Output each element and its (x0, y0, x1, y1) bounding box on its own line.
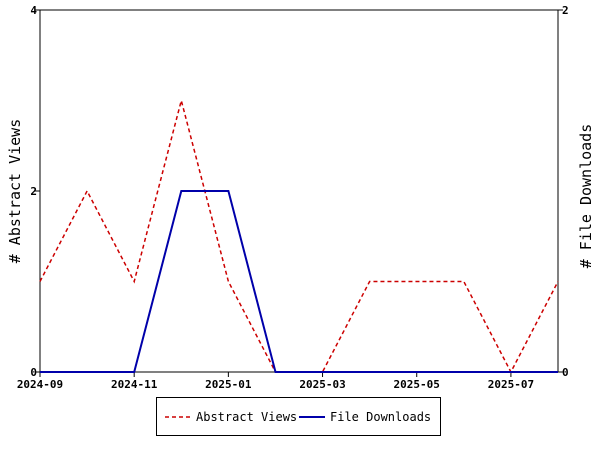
dashed-line-swatch (165, 416, 191, 418)
legend: Abstract Views File Downloads (156, 397, 441, 436)
right-y-tick-label: 2 (562, 4, 569, 17)
legend-label-downloads: File Downloads (330, 410, 432, 424)
plot-frame (39, 9, 559, 373)
solid-line-swatch (299, 416, 325, 418)
series-line-file-downloads (40, 190, 558, 373)
right-y-axis: 02 (558, 4, 569, 379)
left-y-tick-label: 2 (30, 185, 37, 198)
left-axis-title: # Abstract Views (6, 119, 24, 264)
left-y-tick-label: 0 (30, 366, 37, 379)
left-y-axis: 0 2 4 (30, 4, 40, 379)
x-tick-label: 2025-01 (205, 378, 252, 391)
x-tick-label: 2024-09 (17, 378, 63, 391)
x-tick-label: 2024-11 (111, 378, 158, 391)
x-tick-label: 2025-07 (488, 378, 534, 391)
left-y-tick-label: 4 (30, 4, 37, 17)
legend-label-views: Abstract Views (196, 410, 298, 424)
x-axis: 2024-09 2024-11 2025-01 2025-03 2025-05 2025-… (17, 372, 534, 391)
series-layer (39, 97, 559, 374)
series-line-abstract-views (39, 97, 559, 374)
x-tick-label: 2025-03 (299, 378, 345, 391)
right-y-tick-label: 0 (562, 366, 569, 379)
legend-item-views: Abstract Views (165, 410, 297, 424)
right-axis-title: # File Downloads (577, 124, 595, 269)
x-tick-label: 2025-05 (394, 378, 440, 391)
legend-item-downloads: File Downloads (299, 410, 431, 424)
